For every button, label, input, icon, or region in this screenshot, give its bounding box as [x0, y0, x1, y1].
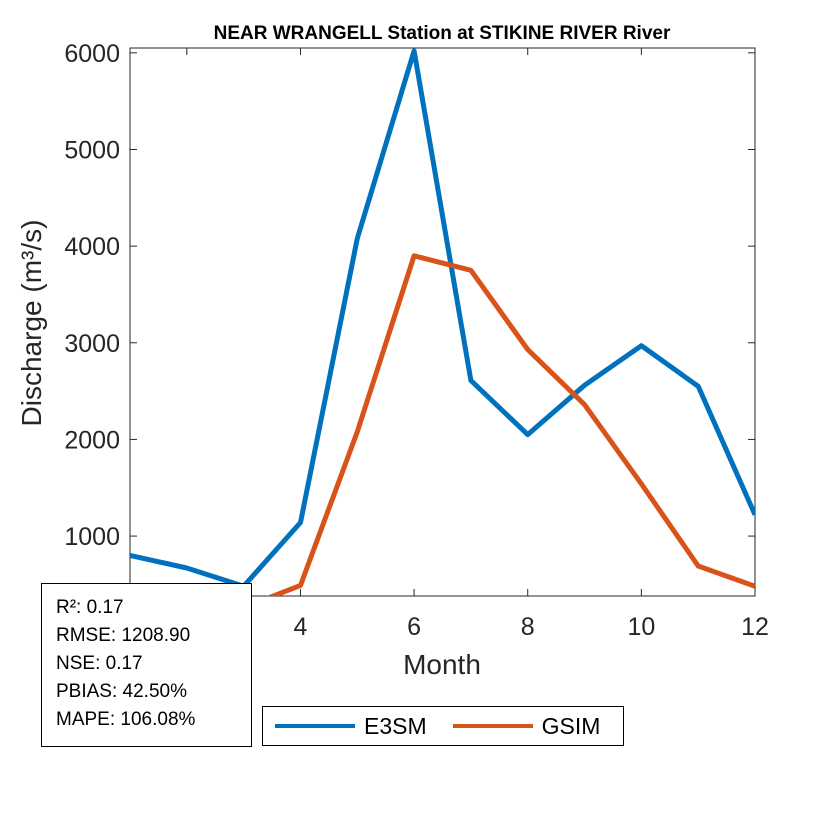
plot-axes-box — [129, 47, 756, 597]
series-line-e3sm — [130, 48, 755, 589]
x-axis-label: Month — [403, 649, 481, 680]
metric-rmse: RMSE: 1208.90 — [56, 625, 191, 646]
y-tick-label: 6000 — [64, 40, 120, 68]
x-tick-label: 6 — [407, 613, 421, 641]
legend-swatch-gsim — [452, 724, 533, 728]
metric-nse: NSE: 0.17 — [56, 653, 143, 674]
plot-frame — [129, 47, 756, 597]
x-tick-label: 4 — [294, 613, 308, 641]
y-tick-label: 4000 — [64, 233, 120, 261]
metrics-box: R²: 0.17 RMSE: 1208.90 NSE: 0.17 PBIAS: … — [41, 583, 252, 747]
series-layer — [130, 48, 755, 596]
x-tick-label: 10 — [627, 613, 655, 641]
metric-mape: MAPE: 106.08% — [56, 709, 196, 730]
y-tick-label: 3000 — [64, 330, 120, 358]
y-tick-label: 1000 — [64, 523, 120, 551]
legend-swatch-e3sm — [275, 724, 355, 728]
x-axis-ticks: 4 6 8 10 12 — [186, 48, 769, 641]
y-axis-label: Discharge (m³/s) — [16, 220, 47, 427]
x-tick-label: 8 — [521, 613, 535, 641]
x-tick-label: 12 — [741, 613, 769, 641]
chart-title: NEAR WRANGELL Station at STIKINE RIVER R… — [214, 23, 671, 44]
legend-item-gsim: GSIM — [441, 712, 601, 740]
metric-r2: R²: 0.17 — [56, 597, 124, 618]
y-tick-label: 5000 — [64, 136, 120, 164]
series-line-gsim — [266, 253, 755, 596]
metric-pbias: PBIAS: 42.50% — [56, 681, 187, 702]
legend-item-e3sm: E3SM — [263, 713, 427, 740]
y-tick-label: 2000 — [64, 426, 120, 454]
legend-label-e3sm: E3SM — [364, 712, 427, 739]
y-axis-ticks: 1000 2000 3000 4000 5000 6000 — [64, 40, 755, 551]
legend-label-gsim: GSIM — [541, 712, 601, 739]
legend: E3SM GSIM — [262, 706, 624, 746]
